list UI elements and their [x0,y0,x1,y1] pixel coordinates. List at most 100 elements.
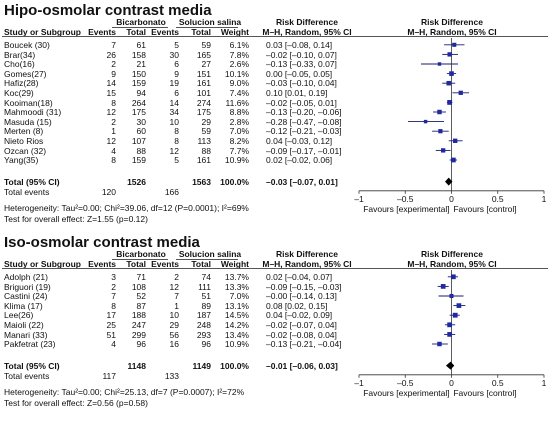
total2-cell: 151 [196,68,211,79]
events1-cell: 12 [106,136,116,146]
events1-cell: 17 [106,310,116,321]
events1-cell: 26 [106,49,116,60]
ci-text-cell: –0.13 [–0.33, 0.07] [266,59,337,70]
x-tick-label: –0.5 [397,194,414,204]
ci-text-cell: 0.03 [–0.08, 0.14] [266,40,333,50]
total1-cell: 94 [136,88,146,98]
weight-cell: 13.7% [224,272,249,282]
events2-cell: 6 [174,59,179,70]
col-weight: Weight [220,259,249,269]
events2-cell: 1 [174,300,179,311]
total2-cell: 165 [196,49,211,60]
weight-cell: 10.1% [224,68,249,79]
total1-cell: 107 [131,136,146,146]
study-name: Koc(29) [4,88,34,98]
study-point [449,71,454,76]
col-total2: Total [191,27,211,37]
total1-cell: 159 [131,155,146,166]
ci-text-cell: 0.08 [0.02, 0.15] [266,300,328,311]
forest-plot: –1 –0.5 0 0.5 1 Favours [experimental] Favours… [354,270,547,398]
total2-cell: 175 [196,107,211,118]
study-name: Adolph (21) [4,272,48,282]
weight-cell: 2.6% [229,59,249,70]
total1-cell: 158 [131,49,146,60]
ci-text-cell: 0.00 [–0.05, 0.05] [266,68,333,79]
study-name: Manari (33) [4,329,48,340]
col-study: Study or Subgroup [4,259,81,269]
study-name: Klima (17) [4,300,43,311]
events1-cell: 4 [111,145,116,156]
total1-cell: 188 [131,310,146,321]
total1-cell: 52 [136,291,146,302]
rd-left-header: Risk Difference [276,17,338,27]
study-point [447,52,452,57]
weight-cell: 2.8% [229,116,249,127]
total1-cell: 108 [131,281,146,292]
events2-cell: 16 [169,339,179,350]
study-name: Masuda (15) [4,116,52,127]
x-tick-label: 1 [542,194,547,204]
total-ci-text: –0.03 [–0.07, 0.01] [266,176,338,187]
events-label: Total events [4,371,50,382]
study-name: Lee(26) [4,310,34,321]
col-method-right: M–H, Random, 95% CI [407,259,497,269]
study-point [437,62,442,66]
events2-cell: 12 [169,281,179,292]
study-name: Castini (24) [4,291,48,302]
total2-cell: 161 [196,155,211,166]
events2-cell: 29 [169,320,179,330]
weight-cell: 7.0% [229,291,249,302]
heterogeneity-text: Heterogeneity: Tau²=0.00; Chi²=39.06, df… [4,203,249,213]
ci-text-cell: 0.02 [–0.04, 0.07] [266,272,333,282]
pooled-diamond [445,177,453,186]
ci-text-cell: –0.02 [–0.07, 0.04] [266,320,337,330]
weight-cell: 10.9% [224,155,249,166]
study-name: Briguori (19) [4,281,51,292]
events1-cell: 2 [111,116,116,127]
overall-effect-text: Test for overall effect: Z=1.55 (p=0.12) [4,213,148,224]
ci-text-cell: –0.02 [–0.05, 0.01] [266,97,337,108]
events1-cell: 2 [111,281,116,292]
group1-header: Bicarbonato [116,249,166,259]
events2-cell: 6 [174,88,179,98]
total2-cell: 89 [201,300,211,311]
ci-text-cell: –0.00 [–0.14, 0.13] [266,291,337,302]
study-name: Hafiz(28) [4,78,39,89]
events2-cell: 5 [174,155,179,166]
ci-text-cell: –0.03 [–0.10, 0.04] [266,78,337,89]
overall-effect-text: Test for overall effect: Z=0.56 (p=0.58) [4,397,148,408]
group2-header: Solucion salina [178,249,242,259]
total1-cell: 87 [136,300,146,311]
study-name: Cho(16) [4,59,35,70]
events1-cell: 7 [111,40,116,50]
total2-cell: 161 [196,78,211,89]
col-events2: Events [151,259,179,269]
total2-cell: 27 [201,59,211,70]
col-method-left: M–H, Random, 95% CI [262,27,352,37]
total2-cell: 88 [201,145,211,156]
study-point [438,129,443,134]
events1-total: 117 [102,371,116,382]
events2-cell: 14 [169,97,179,108]
study-point [450,157,456,163]
study-point [440,284,446,289]
weight-cell: 7.4% [229,88,249,98]
events1-cell: 14 [106,78,116,89]
events1-cell: 4 [111,339,116,350]
study-name: Maioli (22) [4,320,44,330]
x-tick-label: 0 [449,378,454,388]
events1-cell: 8 [111,155,116,166]
total1-cell: 150 [131,68,146,79]
total1-cell: 96 [136,339,146,350]
total2-cell: 101 [196,88,211,98]
col-study: Study or Subgroup [4,27,81,37]
weight-cell: 7.8% [229,49,249,60]
col-events1: Events [88,27,116,37]
forest-plot: –1 –0.5 0 0.5 1 Favours [experimental] Favours… [354,38,547,214]
total2-cell: 274 [196,97,211,108]
weight-cell: 7.7% [229,145,249,156]
group2-header: Solucion salina [178,17,242,27]
total1-cell: 175 [131,107,146,118]
events2-cell: 34 [169,107,179,118]
x-tick-label: 0 [449,194,454,204]
